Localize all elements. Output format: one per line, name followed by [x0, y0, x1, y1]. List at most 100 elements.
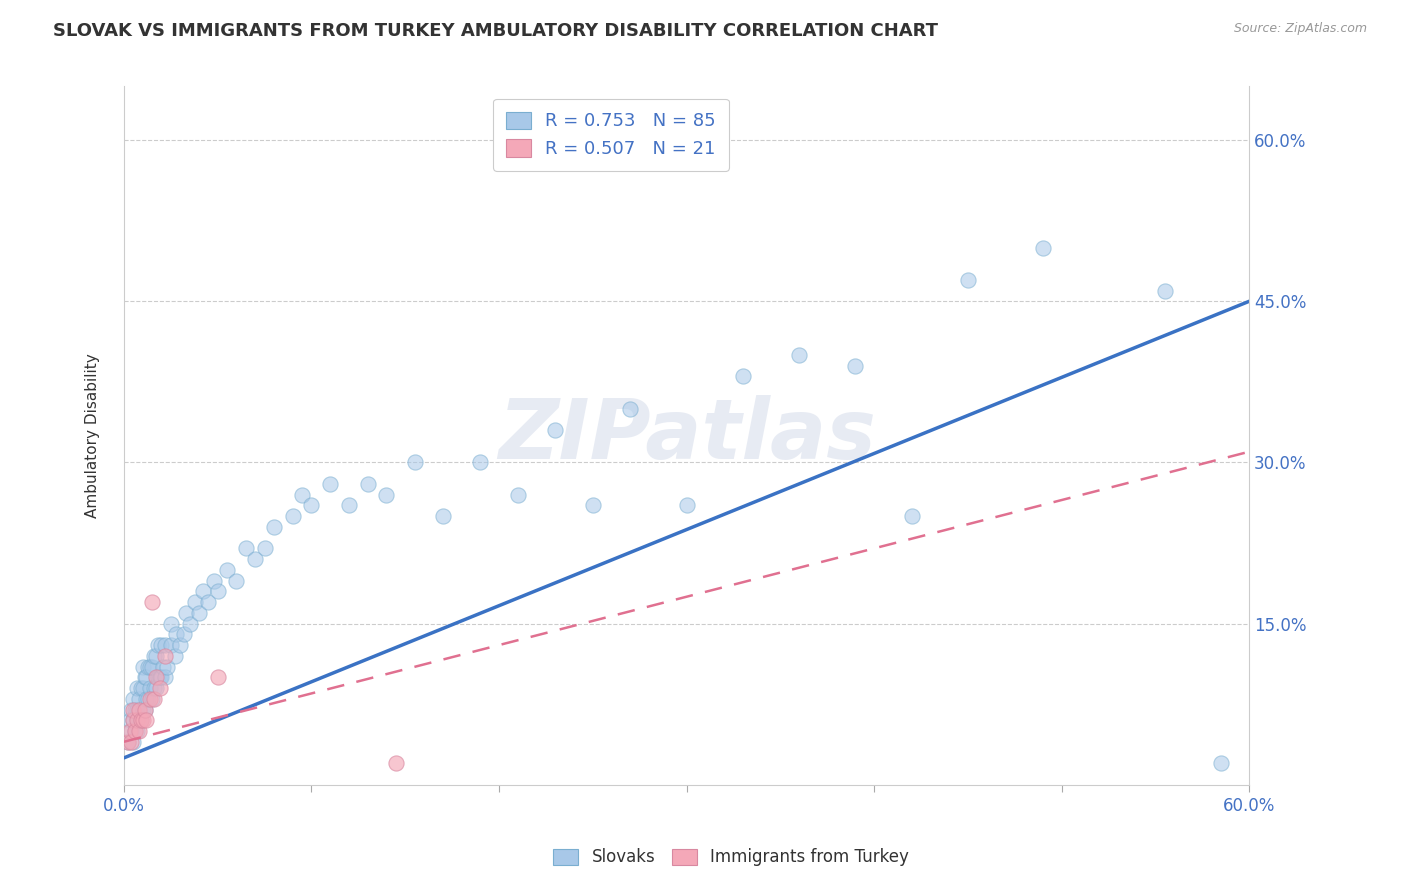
- Point: [120, 702, 142, 716]
- Point: [281, 509, 304, 524]
- Point: [956, 273, 979, 287]
- Point: [141, 659, 163, 673]
- Point: [128, 713, 150, 727]
- Point: [731, 369, 754, 384]
- Point: [129, 681, 152, 695]
- Point: [142, 648, 165, 663]
- Point: [141, 595, 163, 609]
- Point: [139, 691, 162, 706]
- Point: [197, 595, 219, 609]
- Point: [125, 702, 148, 716]
- Point: [169, 638, 191, 652]
- Point: [174, 606, 197, 620]
- Point: [207, 670, 229, 684]
- Point: [506, 488, 529, 502]
- Point: [122, 702, 145, 716]
- Point: [375, 488, 398, 502]
- Point: [1032, 240, 1054, 254]
- Point: [179, 616, 201, 631]
- Point: [148, 681, 170, 695]
- Point: [245, 552, 267, 566]
- Point: [141, 691, 163, 706]
- Point: [291, 488, 314, 502]
- Point: [131, 681, 153, 695]
- Point: [153, 648, 176, 663]
- Point: [124, 724, 146, 739]
- Point: [173, 627, 195, 641]
- Point: [120, 735, 142, 749]
- Point: [142, 691, 165, 706]
- Point: [582, 499, 605, 513]
- Point: [122, 735, 145, 749]
- Point: [217, 563, 239, 577]
- Point: [844, 359, 866, 373]
- Point: [163, 648, 186, 663]
- Point: [117, 735, 139, 749]
- Point: [125, 681, 148, 695]
- Point: [118, 713, 141, 727]
- Point: [150, 670, 173, 684]
- Point: [142, 681, 165, 695]
- Point: [146, 670, 169, 684]
- Point: [134, 702, 156, 716]
- Point: [357, 476, 380, 491]
- Point: [159, 616, 181, 631]
- Point: [145, 670, 167, 684]
- Point: [404, 455, 426, 469]
- Point: [145, 681, 167, 695]
- Point: [135, 713, 157, 727]
- Point: [152, 659, 174, 673]
- Point: [900, 509, 922, 524]
- Text: ZIPatlas: ZIPatlas: [498, 395, 876, 476]
- Point: [432, 509, 454, 524]
- Point: [191, 584, 214, 599]
- Point: [1154, 284, 1177, 298]
- Text: Source: ZipAtlas.com: Source: ZipAtlas.com: [1233, 22, 1367, 36]
- Point: [207, 584, 229, 599]
- Point: [337, 499, 360, 513]
- Point: [135, 691, 157, 706]
- Point: [319, 476, 342, 491]
- Point: [135, 670, 157, 684]
- Point: [619, 401, 641, 416]
- Point: [787, 348, 810, 362]
- Point: [129, 713, 152, 727]
- Point: [134, 702, 156, 716]
- Point: [150, 638, 173, 652]
- Point: [128, 691, 150, 706]
- Point: [136, 659, 159, 673]
- Point: [165, 627, 187, 641]
- Point: [153, 638, 176, 652]
- Legend: R = 0.753   N = 85, R = 0.507   N = 21: R = 0.753 N = 85, R = 0.507 N = 21: [494, 99, 728, 170]
- Point: [385, 756, 408, 771]
- Point: [117, 735, 139, 749]
- Point: [125, 724, 148, 739]
- Point: [153, 670, 176, 684]
- Point: [139, 659, 162, 673]
- Point: [124, 724, 146, 739]
- Point: [131, 659, 153, 673]
- Point: [129, 713, 152, 727]
- Point: [301, 499, 323, 513]
- Point: [118, 724, 141, 739]
- Point: [131, 713, 153, 727]
- Point: [128, 724, 150, 739]
- Point: [235, 541, 257, 556]
- Point: [675, 499, 697, 513]
- Y-axis label: Ambulatory Disability: Ambulatory Disability: [86, 353, 100, 518]
- Point: [120, 724, 142, 739]
- Point: [122, 713, 145, 727]
- Point: [202, 574, 225, 588]
- Point: [225, 574, 247, 588]
- Point: [125, 713, 148, 727]
- Point: [156, 659, 179, 673]
- Point: [128, 702, 150, 716]
- Point: [122, 691, 145, 706]
- Point: [544, 423, 567, 437]
- Point: [148, 670, 170, 684]
- Point: [146, 638, 169, 652]
- Legend: Slovaks, Immigrants from Turkey: Slovaks, Immigrants from Turkey: [547, 842, 915, 873]
- Point: [1211, 756, 1233, 771]
- Point: [159, 638, 181, 652]
- Point: [122, 713, 145, 727]
